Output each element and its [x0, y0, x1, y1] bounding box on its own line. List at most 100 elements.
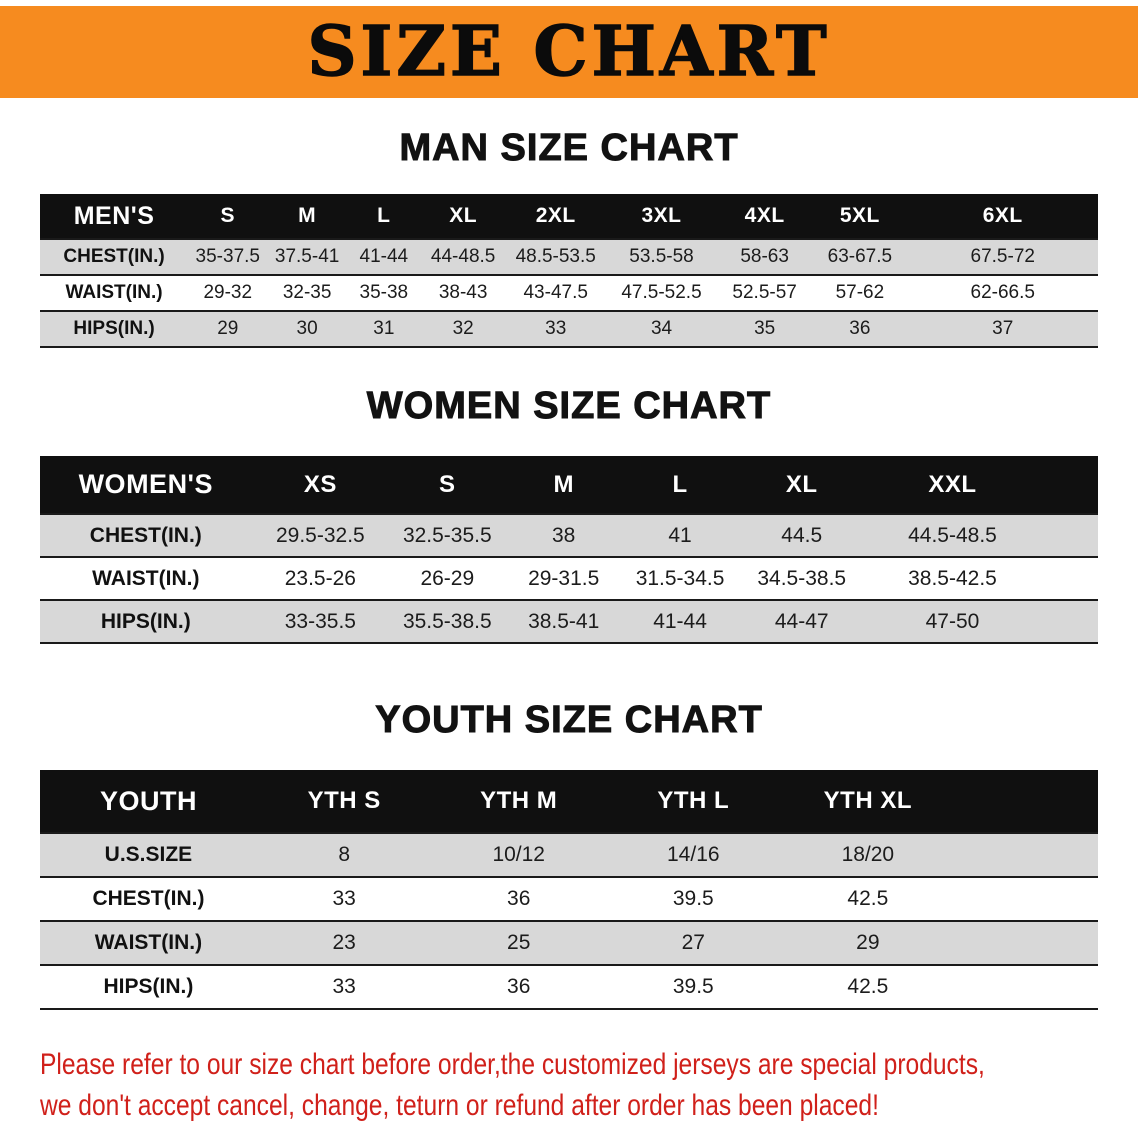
size-column-header: YTH XL — [780, 770, 956, 833]
size-value-cell: 27 — [606, 920, 781, 965]
table-row: HIPS(IN.) 33-35.5 35.5-38.5 38.5-41 41-44 44-… — [40, 599, 1098, 644]
size-value-cell: 47-50 — [865, 599, 1040, 644]
size-value-cell: 41 — [621, 513, 739, 557]
size-value-cell: 39.5 — [606, 964, 781, 1010]
size-value-cell: 67.5-72 — [907, 238, 1098, 275]
size-value-cell: 37 — [907, 310, 1098, 348]
footer-line-1: Please refer to our size chart before or… — [40, 1048, 985, 1081]
size-value-cell: 53.5-58 — [605, 238, 718, 275]
table-title-cell: WOMEN'S — [40, 456, 252, 514]
size-column-header: YTH L — [606, 770, 781, 833]
youth-section-heading: YOUTH SIZE CHART — [375, 699, 763, 742]
size-value-cell: 23 — [256, 920, 432, 965]
table-header-row: YOUTH YTH S YTH M YTH L YTH XL — [40, 770, 1098, 833]
row-label: WAIST(IN.) — [40, 274, 189, 311]
table-title-cell: YOUTH — [40, 770, 257, 833]
page-title: SIZE CHART — [307, 12, 831, 92]
row-label: U.S.SIZE — [40, 832, 257, 877]
size-value-cell: 30 — [267, 310, 347, 348]
row-label: HIPS(IN.) — [40, 310, 189, 348]
women-size-table-container: WOMEN'S XS S M L XL XXL CHEST(IN.) 29.5-32.5 32.5… — [40, 456, 1098, 644]
size-value-cell: 31.5-34.5 — [621, 556, 739, 600]
size-value-cell: 10/12 — [431, 832, 606, 877]
size-value-cell: 41-44 — [621, 599, 739, 644]
size-value-cell: 38-43 — [420, 274, 506, 311]
size-value-cell: 36 — [812, 310, 908, 348]
size-value-cell: 44-48.5 — [420, 238, 506, 275]
table-row: U.S.SIZE 8 10/12 14/16 18/20 — [40, 832, 1098, 877]
size-value-cell: 43-47.5 — [505, 274, 606, 311]
size-value-cell: 63-67.5 — [812, 238, 908, 275]
size-value-cell: 35-38 — [346, 274, 421, 311]
size-column-header: S — [188, 194, 268, 239]
size-column-header: S — [389, 456, 506, 514]
table-row: WAIST(IN.) 29-32 32-35 35-38 38-43 43-47.5 47.… — [40, 274, 1098, 311]
size-column-header: 3XL — [605, 194, 718, 239]
size-value-cell: 52.5-57 — [717, 274, 813, 311]
size-value-cell: 29 — [780, 920, 956, 965]
row-label: CHEST(IN.) — [40, 513, 252, 557]
size-value-cell: 48.5-53.5 — [505, 238, 606, 275]
size-value-cell — [1039, 556, 1098, 600]
table-row: CHEST(IN.) 33 36 39.5 42.5 — [40, 876, 1098, 921]
size-value-cell: 34.5-38.5 — [738, 556, 866, 600]
size-value-cell: 36 — [431, 876, 606, 921]
size-value-cell: 29 — [188, 310, 268, 348]
women-size-section: WOMEN SIZE CHART WOMEN'S XS S M L XL XXL CHEST(… — [0, 384, 1138, 644]
size-value-cell: 47.5-52.5 — [605, 274, 718, 311]
size-column-header: XXL — [865, 456, 1040, 514]
men-size-table-container: MEN'S S M L XL 2XL 3XL 4XL 5XL 6XL CHEST(IN.) 35-37… — [40, 194, 1098, 348]
size-column-header: 6XL — [907, 194, 1098, 239]
size-value-cell: 44.5 — [738, 513, 866, 557]
row-label: WAIST(IN.) — [40, 920, 257, 965]
footer-line-2: we don't accept cancel, change, teturn o… — [40, 1089, 879, 1122]
size-value-cell: 39.5 — [606, 876, 781, 921]
size-column-header: M — [267, 194, 347, 239]
row-label: CHEST(IN.) — [40, 876, 257, 921]
size-value-cell — [1039, 513, 1098, 557]
size-value-cell: 57-62 — [812, 274, 908, 311]
table-header-row: MEN'S S M L XL 2XL 3XL 4XL 5XL 6XL — [40, 194, 1098, 239]
size-column-header: YTH M — [431, 770, 606, 833]
size-column-header: XL — [420, 194, 506, 239]
table-header-row: WOMEN'S XS S M L XL XXL — [40, 456, 1098, 514]
size-value-cell: 33 — [256, 876, 432, 921]
size-value-cell: 42.5 — [780, 964, 956, 1010]
men-size-section: MAN SIZE CHART MEN'S S M L XL 2XL 3XL 4XL 5XL 6XL… — [0, 126, 1138, 348]
size-value-cell: 38 — [505, 513, 622, 557]
size-column-header: 5XL — [812, 194, 908, 239]
table-row: WAIST(IN.) 23 25 27 29 — [40, 920, 1098, 965]
men-section-heading: MAN SIZE CHART — [399, 127, 739, 170]
size-value-cell: 37.5-41 — [267, 238, 347, 275]
size-value-cell: 35 — [717, 310, 813, 348]
size-value-cell: 38.5-42.5 — [865, 556, 1040, 600]
size-table-women: WOMEN'S XS S M L XL XXL CHEST(IN.) 29.5-32.5 32.5… — [40, 456, 1098, 644]
size-value-cell — [955, 832, 1098, 877]
size-value-cell: 35.5-38.5 — [389, 599, 506, 644]
size-value-cell: 44-47 — [738, 599, 866, 644]
table-row: WAIST(IN.) 23.5-26 26-29 29-31.5 31.5-34.5 34… — [40, 556, 1098, 600]
size-value-cell: 18/20 — [780, 832, 956, 877]
row-label: HIPS(IN.) — [40, 964, 257, 1010]
size-value-cell: 8 — [256, 832, 432, 877]
size-column-header: L — [621, 456, 739, 514]
size-value-cell: 33 — [505, 310, 606, 348]
table-title-cell: MEN'S — [40, 194, 189, 239]
row-label: CHEST(IN.) — [40, 238, 189, 275]
size-value-cell: 29-32 — [188, 274, 268, 311]
size-value-cell: 32-35 — [267, 274, 347, 311]
size-value-cell: 31 — [346, 310, 421, 348]
size-value-cell: 33 — [256, 964, 432, 1010]
youth-size-table-container: YOUTH YTH S YTH M YTH L YTH XL U.S.SIZE 8 10/12… — [40, 770, 1098, 1010]
size-column-header: YTH S — [256, 770, 432, 833]
size-value-cell: 14/16 — [606, 832, 781, 877]
size-value-cell — [955, 964, 1098, 1010]
size-column-header: M — [505, 456, 622, 514]
size-value-cell: 42.5 — [780, 876, 956, 921]
table-row: CHEST(IN.) 29.5-32.5 32.5-35.5 38 41 44.5 44.5… — [40, 513, 1098, 557]
size-column-header: 4XL — [717, 194, 813, 239]
size-value-cell — [1039, 599, 1098, 644]
size-value-cell: 58-63 — [717, 238, 813, 275]
size-column-header: L — [346, 194, 421, 239]
size-value-cell: 32.5-35.5 — [389, 513, 506, 557]
